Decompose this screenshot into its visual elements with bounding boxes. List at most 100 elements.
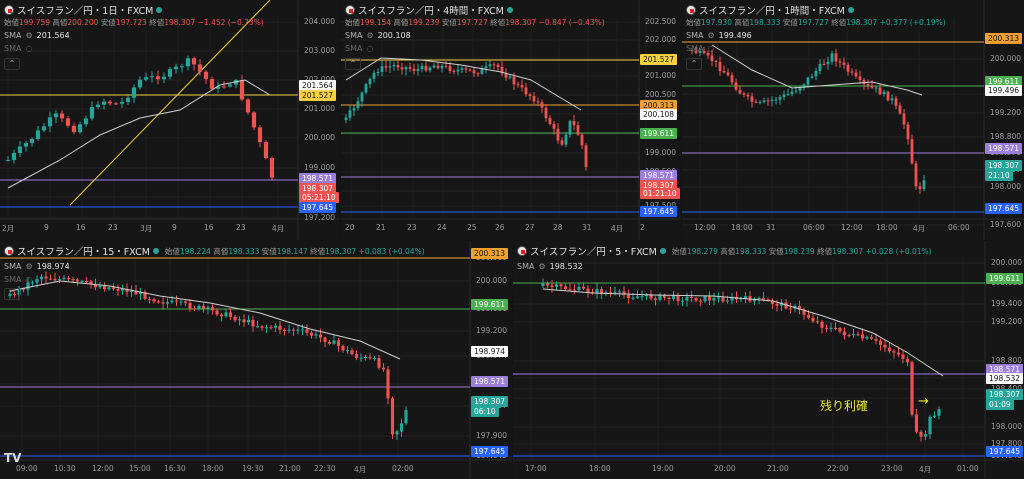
candle-body [354, 354, 359, 358]
candlestick-chart-1h[interactable] [682, 0, 1024, 240]
collapse-legend-button[interactable]: ⌃ [345, 58, 361, 70]
chart-pane-5m[interactable]: スイスフラン／円・5・FXCM 始値198.279 高値198.333 安値198… [513, 241, 1024, 479]
candle-body [12, 294, 17, 296]
sma-indicator-hidden[interactable]: SMA ◌ [4, 44, 33, 53]
indicator-settings-icon[interactable]: ⚙ [366, 31, 374, 40]
price-tag-red[interactable]: 198.307 [640, 180, 678, 191]
text-annotation[interactable]: 残り利確 [820, 399, 869, 413]
candle-body [910, 362, 914, 415]
sma-indicator-hidden[interactable]: SMA ◌ [345, 44, 374, 53]
price-tick-label: 198.000 [991, 422, 1023, 431]
candle-body [386, 369, 390, 399]
indicator-settings-icon[interactable]: ⚙ [707, 31, 715, 40]
price-tag-teal[interactable]: 198.307 [985, 160, 1023, 171]
candle-body [822, 64, 826, 66]
price-tag-blue[interactable]: 197.645 [985, 203, 1023, 214]
chart-pane-daily[interactable]: スイスフラン／円・1日・FXCM 始値199.759 高値200.200 安値1… [0, 0, 340, 240]
candle-body [57, 279, 62, 281]
candle-body [143, 77, 149, 80]
price-tag-green[interactable]: 199.611 [985, 76, 1023, 87]
price-tag-yellow[interactable]: 201.527 [640, 54, 678, 65]
price-tag-white[interactable]: 201.564 [299, 80, 337, 91]
price-tag-purple[interactable]: 198.571 [985, 143, 1023, 154]
price-tag-white[interactable]: 199.496 [985, 85, 1023, 96]
price-tag-red[interactable]: 01:21:10 [640, 188, 680, 199]
tradingview-logo-icon[interactable]: TV [4, 451, 22, 465]
symbol-title[interactable]: スイスフラン／円・4時間・FXCM [358, 6, 504, 17]
sma-indicator-legend[interactable]: SMA ⚙ 198.532 [517, 262, 583, 271]
symbol-title[interactable]: スイスフラン／円・1日・FXCM [17, 6, 154, 17]
price-tag-purple[interactable]: 198.571 [640, 170, 678, 181]
collapse-legend-button[interactable]: ⌃ [686, 58, 702, 70]
indicator-settings-icon[interactable]: ⚙ [25, 31, 33, 40]
candlestick-chart-5m[interactable] [513, 241, 1024, 479]
candle-body [129, 290, 134, 293]
price-tag-white[interactable]: 198.974 [471, 346, 509, 357]
price-tag-teal[interactable]: 198.307 [471, 396, 509, 407]
sma-indicator-hidden[interactable]: SMA ◌ [4, 275, 33, 284]
candle-body [898, 105, 902, 114]
eye-hidden-icon[interactable]: ◌ [707, 44, 715, 53]
price-tag-blue[interactable]: 197.645 [640, 206, 678, 217]
price-tag-teal[interactable]: 06:10 [471, 406, 499, 417]
chart-pane-1h[interactable]: スイスフラン／円・1時間・FXCM 始値197.930 高値198.333 安値… [682, 0, 1024, 240]
price-tag-teal[interactable]: 198.307 [986, 389, 1024, 400]
price-tag-purple[interactable]: 198.571 [471, 376, 509, 387]
price-tick-label: 198.800 [991, 356, 1023, 365]
collapse-legend-button[interactable]: ⌃ [4, 288, 20, 300]
candlestick-chart-15m[interactable] [0, 241, 512, 479]
price-tag-orange[interactable]: 200.313 [985, 33, 1023, 44]
candle-body [504, 73, 508, 78]
time-tick-label: 2 [640, 223, 645, 232]
price-tag-purple[interactable]: 198.571 [299, 173, 337, 184]
price-tag-yellow[interactable]: 201.527 [299, 90, 337, 101]
price-tag-orange[interactable]: 200.313 [471, 248, 509, 259]
chart-pane-4h[interactable]: スイスフラン／円・4時間・FXCM 始値199.154 高値199.239 安値… [341, 0, 681, 240]
symbol-title[interactable]: スイスフラン／円・15・FXCM [17, 247, 150, 258]
time-tick-label: 21 [376, 223, 386, 232]
candle-body [576, 125, 580, 135]
candle-body [829, 327, 833, 329]
symbol-title[interactable]: スイスフラン／円・5・FXCM [530, 247, 657, 258]
candle-body [251, 319, 255, 327]
price-tag-red[interactable]: 05:21:10 [299, 192, 339, 203]
candle-body [599, 289, 604, 295]
candle-body [424, 65, 428, 71]
price-tag-blue[interactable]: 197.645 [986, 446, 1024, 457]
time-tick-label: 23:00 [881, 464, 903, 473]
price-tag-blue[interactable]: 197.645 [471, 446, 509, 457]
price-tag-white[interactable]: 198.532 [986, 373, 1024, 384]
sma-indicator-legend[interactable]: SMA ⚙ 201.564 [4, 31, 70, 40]
eye-hidden-icon[interactable]: ◌ [25, 275, 33, 284]
sma-indicator-legend[interactable]: SMA ⚙ 198.974 [4, 262, 70, 271]
sma-indicator-hidden[interactable]: SMA ◌ [686, 44, 715, 53]
sma-indicator-legend[interactable]: SMA ⚙ 199.496 [686, 31, 752, 40]
indicator-settings-icon[interactable]: ⚙ [538, 262, 546, 271]
chart-pane-15m[interactable]: スイスフラン／円・15・FXCM 始値198.224 高値198.333 安値19… [0, 241, 512, 479]
arrow-annotation[interactable]: → [918, 394, 929, 409]
price-tag-green[interactable]: 199.611 [471, 299, 509, 310]
price-tag-purple[interactable]: 198.571 [986, 364, 1024, 375]
collapse-legend-button[interactable]: ⌃ [4, 58, 20, 70]
sma-indicator-legend[interactable]: SMA ⚙ 200.108 [345, 31, 411, 40]
price-tag-red[interactable]: 198.307 [299, 183, 337, 194]
candle-body [66, 277, 71, 280]
candle-body [894, 98, 898, 106]
eye-hidden-icon[interactable]: ◌ [25, 44, 33, 53]
price-tag-white[interactable]: 200.108 [640, 109, 678, 120]
price-tag-teal[interactable]: 01:09 [986, 399, 1014, 410]
price-tag-teal[interactable]: 21:10 [985, 170, 1013, 181]
candlestick-chart-daily[interactable] [0, 0, 340, 240]
candle-body [228, 312, 233, 317]
price-tag-green[interactable]: 199.611 [640, 128, 678, 139]
candle-body [11, 153, 17, 160]
price-tag-orange[interactable]: 200.313 [640, 100, 678, 111]
candle-body [359, 357, 363, 359]
price-tag-green[interactable]: 199.611 [986, 273, 1024, 284]
candlestick-chart-4h[interactable] [341, 0, 681, 240]
symbol-title[interactable]: スイスフラン／円・1時間・FXCM [699, 6, 845, 17]
price-tick-label: 203.000 [304, 46, 336, 55]
indicator-settings-icon[interactable]: ⚙ [25, 262, 33, 271]
eye-hidden-icon[interactable]: ◌ [366, 44, 374, 53]
price-tag-blue[interactable]: 197.645 [299, 202, 337, 213]
